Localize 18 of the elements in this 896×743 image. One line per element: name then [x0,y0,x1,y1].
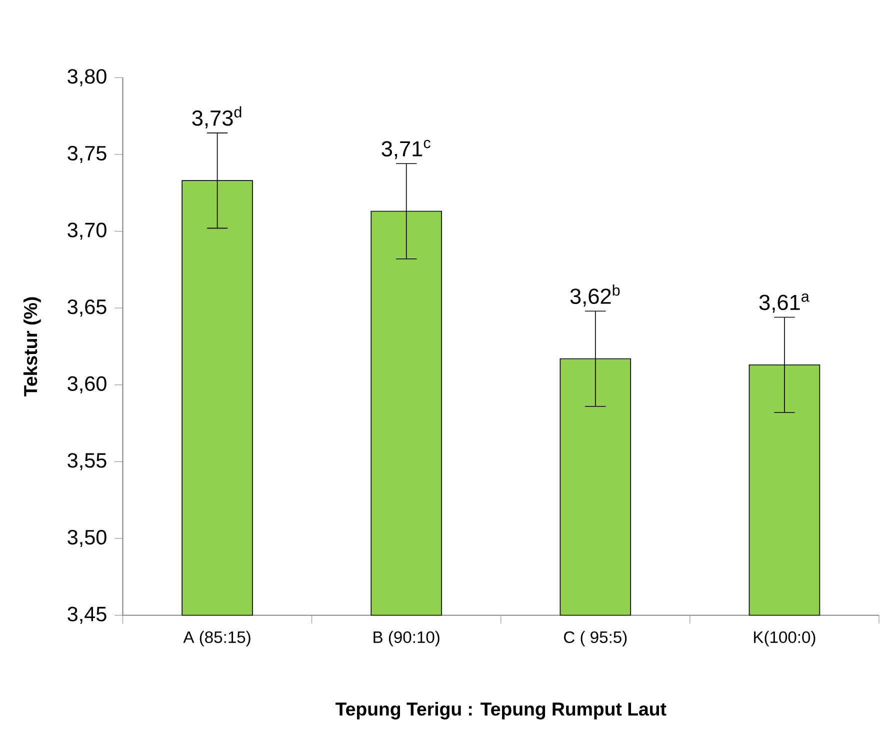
y-tick-label: 3,50 [68,530,106,548]
y-tick-label: 3,65 [68,300,106,317]
x-tick-label: B (90:10) [374,630,440,646]
x-tick-label: C ( 95:5) [564,630,627,646]
data-label: 3,73$^{d}$ [192,106,242,128]
y-tick-label: 3,70 [68,222,106,240]
y-tick-label: 3,45 [68,606,106,624]
x-axis-title: Tepung Terigu : Tepung Rumput Laut [336,702,666,720]
y-tick-label: 3,75 [68,146,106,164]
data-label: 3,61$^{a}$ [759,294,810,313]
x-tick-label: K(100:0) [754,630,816,646]
data-label: 3,71$^{c}$ [382,140,430,160]
x-tick-label: A (85:15) [183,630,250,646]
y-axis-title: Tekstur (%) [23,297,41,396]
data-label: 3,62$^{b}$ [570,284,620,307]
y-tick-label: 3,55 [68,453,106,470]
y-tick-label: 3,60 [68,376,106,394]
y-tick-label: 3,80 [68,69,106,86]
